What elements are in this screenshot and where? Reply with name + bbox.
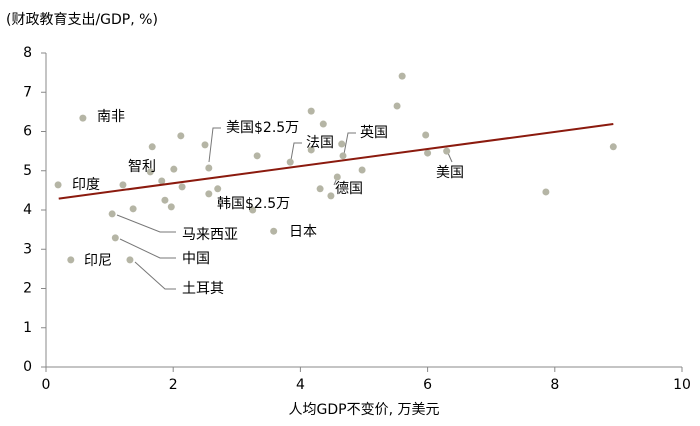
annotation: 南非 [97, 109, 125, 125]
annotation: 美国 [436, 165, 464, 181]
annotation: 日本 [289, 224, 317, 240]
x-tick-label: 2 [169, 377, 178, 393]
data-point [249, 206, 257, 214]
x-tick-label: 0 [42, 377, 51, 393]
x-tick-label: 10 [673, 377, 691, 393]
y-tick-label: 0 [23, 359, 32, 375]
annotation: 马来西亚 [182, 227, 238, 243]
annotation: 中国 [182, 251, 210, 267]
data-point [205, 190, 213, 198]
leader-line [290, 142, 302, 161]
data-point [319, 120, 327, 128]
annotation: 英国 [360, 124, 388, 141]
data-point [307, 146, 315, 154]
data-point [338, 140, 346, 148]
leader-line [208, 127, 221, 163]
trend-line [58, 123, 614, 200]
data-point [398, 72, 406, 80]
leader-line [116, 214, 176, 233]
x-tick-label: 8 [550, 377, 559, 393]
y-tick-label: 5 [23, 163, 32, 179]
y-tick-label: 7 [23, 84, 32, 100]
annotation: 韩国$2.5万 [217, 196, 290, 212]
y-tick-label: 2 [23, 281, 32, 297]
data-point [253, 152, 261, 160]
y-tick-label: 1 [23, 320, 32, 336]
leader-line [134, 261, 176, 290]
data-point [146, 168, 154, 176]
x-tick-label: 6 [423, 377, 432, 393]
data-point [158, 177, 166, 185]
annotation: 美国$2.5万 [226, 120, 299, 136]
data-point [307, 107, 315, 115]
y-tick-label: 6 [23, 124, 32, 140]
leader-line [119, 238, 176, 259]
data-point [161, 196, 169, 204]
annotation: 法国 [306, 135, 334, 151]
data-point [170, 165, 178, 173]
annotation: 印尼 [84, 253, 112, 269]
y-tick-label: 8 [23, 45, 32, 61]
data-point [327, 192, 335, 200]
data-point [148, 143, 156, 151]
data-point [443, 147, 451, 155]
annotation: 德国 [335, 181, 363, 197]
data-point [214, 185, 222, 193]
y-tick-label: 3 [23, 241, 32, 257]
data-point [126, 256, 134, 264]
leader-line [343, 132, 356, 155]
data-point [205, 164, 213, 172]
data-point [333, 173, 341, 181]
data-point [129, 205, 137, 213]
data-point [424, 149, 432, 157]
data-point [111, 234, 119, 242]
data-point [67, 256, 75, 264]
data-point [119, 181, 127, 189]
data-point [54, 181, 62, 189]
annotation: 智利 [128, 159, 156, 175]
data-point [177, 132, 185, 140]
x-tick-label: 4 [296, 377, 305, 393]
x-axis-label: 人均GDP不变价, 万美元 [289, 402, 440, 418]
data-point [542, 188, 550, 196]
data-point [108, 210, 116, 218]
data-point [339, 152, 347, 160]
annotation: 土耳其 [182, 281, 224, 297]
leader-lines [116, 127, 453, 290]
data-point [286, 158, 294, 166]
leader-line [447, 152, 453, 163]
data-point [316, 185, 324, 193]
data-point [201, 141, 209, 149]
data-point [167, 203, 175, 211]
data-point [609, 143, 617, 151]
y-tick-label: 4 [23, 202, 32, 218]
data-point [178, 183, 186, 191]
data-point [270, 227, 278, 235]
annotation: 印度 [72, 177, 100, 193]
chart-title: (财政教育支出/GDP, %) [6, 12, 158, 28]
data-point [358, 166, 366, 174]
data-point [79, 114, 87, 122]
data-point [393, 102, 401, 110]
data-point [422, 131, 430, 139]
